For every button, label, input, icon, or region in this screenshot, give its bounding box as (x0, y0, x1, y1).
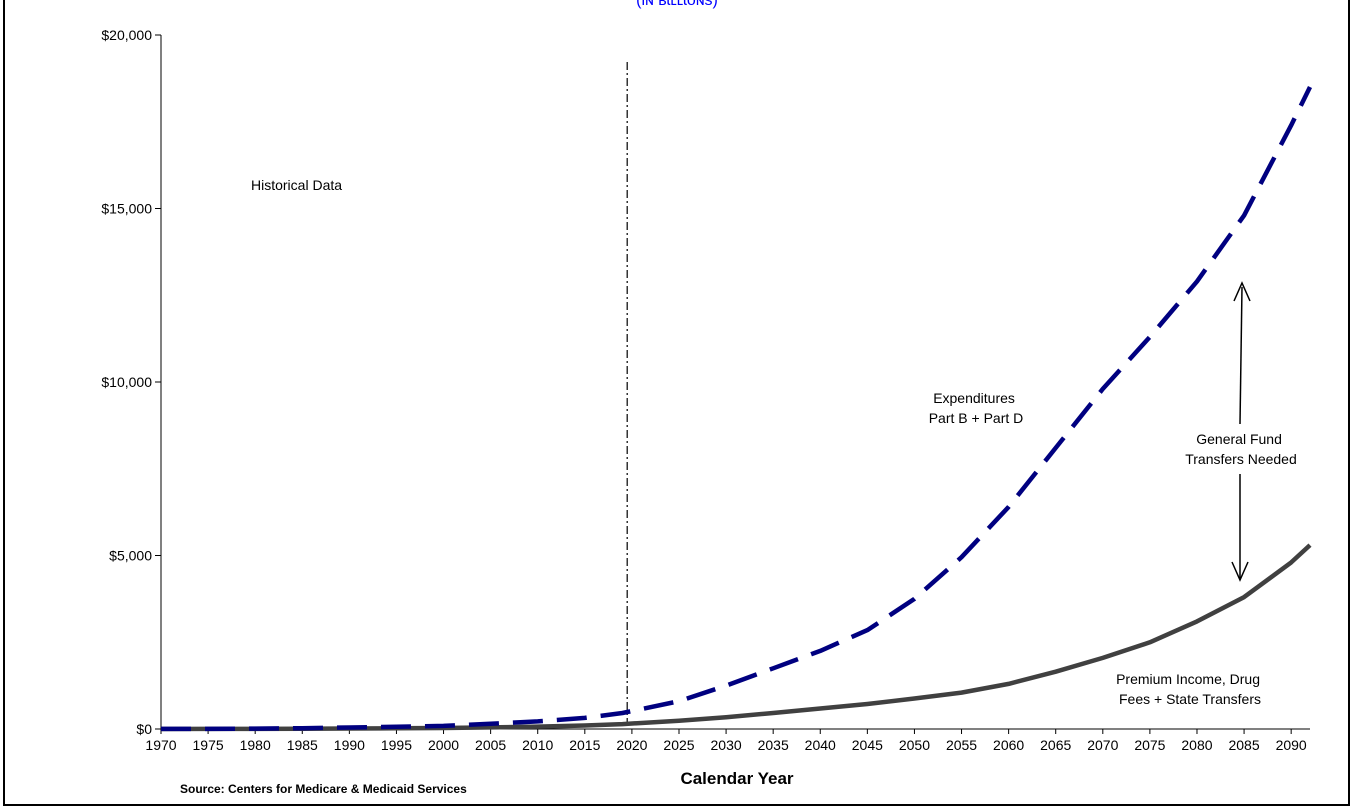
gap-arrow (1231, 281, 1251, 582)
chart-title-fragment: (Ɩɴ ʙɩʟʟɩoɴs) (636, 0, 718, 9)
annotation-expenditures: Expenditures Part B + Part D (929, 390, 1024, 426)
annotation-historical: Historical Data (251, 177, 342, 193)
source-note: Source: Centers for Medicare & Medicaid … (180, 782, 467, 796)
y-tick-label: $15,000 (101, 201, 152, 217)
y-tick-label: $20,000 (101, 27, 152, 43)
x-tick-label: 2070 (1087, 737, 1118, 753)
x-tick-label: 2010 (522, 737, 553, 753)
x-tick-label: 2030 (711, 737, 742, 753)
series-line-expenditures (161, 86, 1313, 732)
gap-arrow-up-head (1233, 281, 1251, 302)
x-tick-label: 2065 (1040, 737, 1071, 753)
annotation-gap: General Fund Transfers Needed (1185, 431, 1297, 467)
x-tick-label: 1975 (193, 737, 224, 753)
y-tick-label: $10,000 (101, 374, 152, 390)
x-tick-label: 1980 (240, 737, 271, 753)
axes (160, 35, 1310, 730)
y-tick-label: $5,000 (109, 548, 152, 564)
x-ticks: 1970 1975 1980 1985 1990 1995 2000 2005 2010 2015… (145, 729, 1307, 753)
chart-frame (3, 0, 1350, 806)
annotation-income: Premium Income, Drug Fees + State Transf… (1116, 671, 1264, 707)
x-tick-label: 2060 (993, 737, 1024, 753)
x-tick-label: 1970 (145, 737, 176, 753)
x-tick-label: 2020 (616, 737, 647, 753)
x-tick-label: 1985 (287, 737, 318, 753)
x-tick-label: 2090 (1276, 737, 1307, 753)
x-tick-label: 2075 (1134, 737, 1165, 753)
gap-arrow-down-head (1231, 561, 1249, 582)
gap-arrow-upper-shaft (1239, 286, 1243, 425)
x-tick-label: 2025 (663, 737, 694, 753)
x-tick-label: 2040 (805, 737, 836, 753)
x-tick-label: 2035 (758, 737, 789, 753)
x-tick-label: 1995 (381, 737, 412, 753)
x-tick-label: 2005 (475, 737, 506, 753)
x-tick-label: 2055 (946, 737, 977, 753)
series-group (160, 86, 1313, 732)
x-tick-label: 1990 (334, 737, 365, 753)
y-tick-label: $0 (136, 721, 152, 737)
x-tick-label: 2050 (899, 737, 930, 753)
x-tick-label: 2015 (569, 737, 600, 753)
x-tick-label: 2080 (1181, 737, 1212, 753)
y-ticks: $0 $5,000 $10,000 $15,000 $20,000 (101, 27, 161, 737)
x-tick-label: 2045 (852, 737, 883, 753)
x-tick-label: 2000 (428, 737, 459, 753)
x-tick-label: 2085 (1228, 737, 1259, 753)
x-axis-title: Calendar Year (680, 769, 793, 788)
